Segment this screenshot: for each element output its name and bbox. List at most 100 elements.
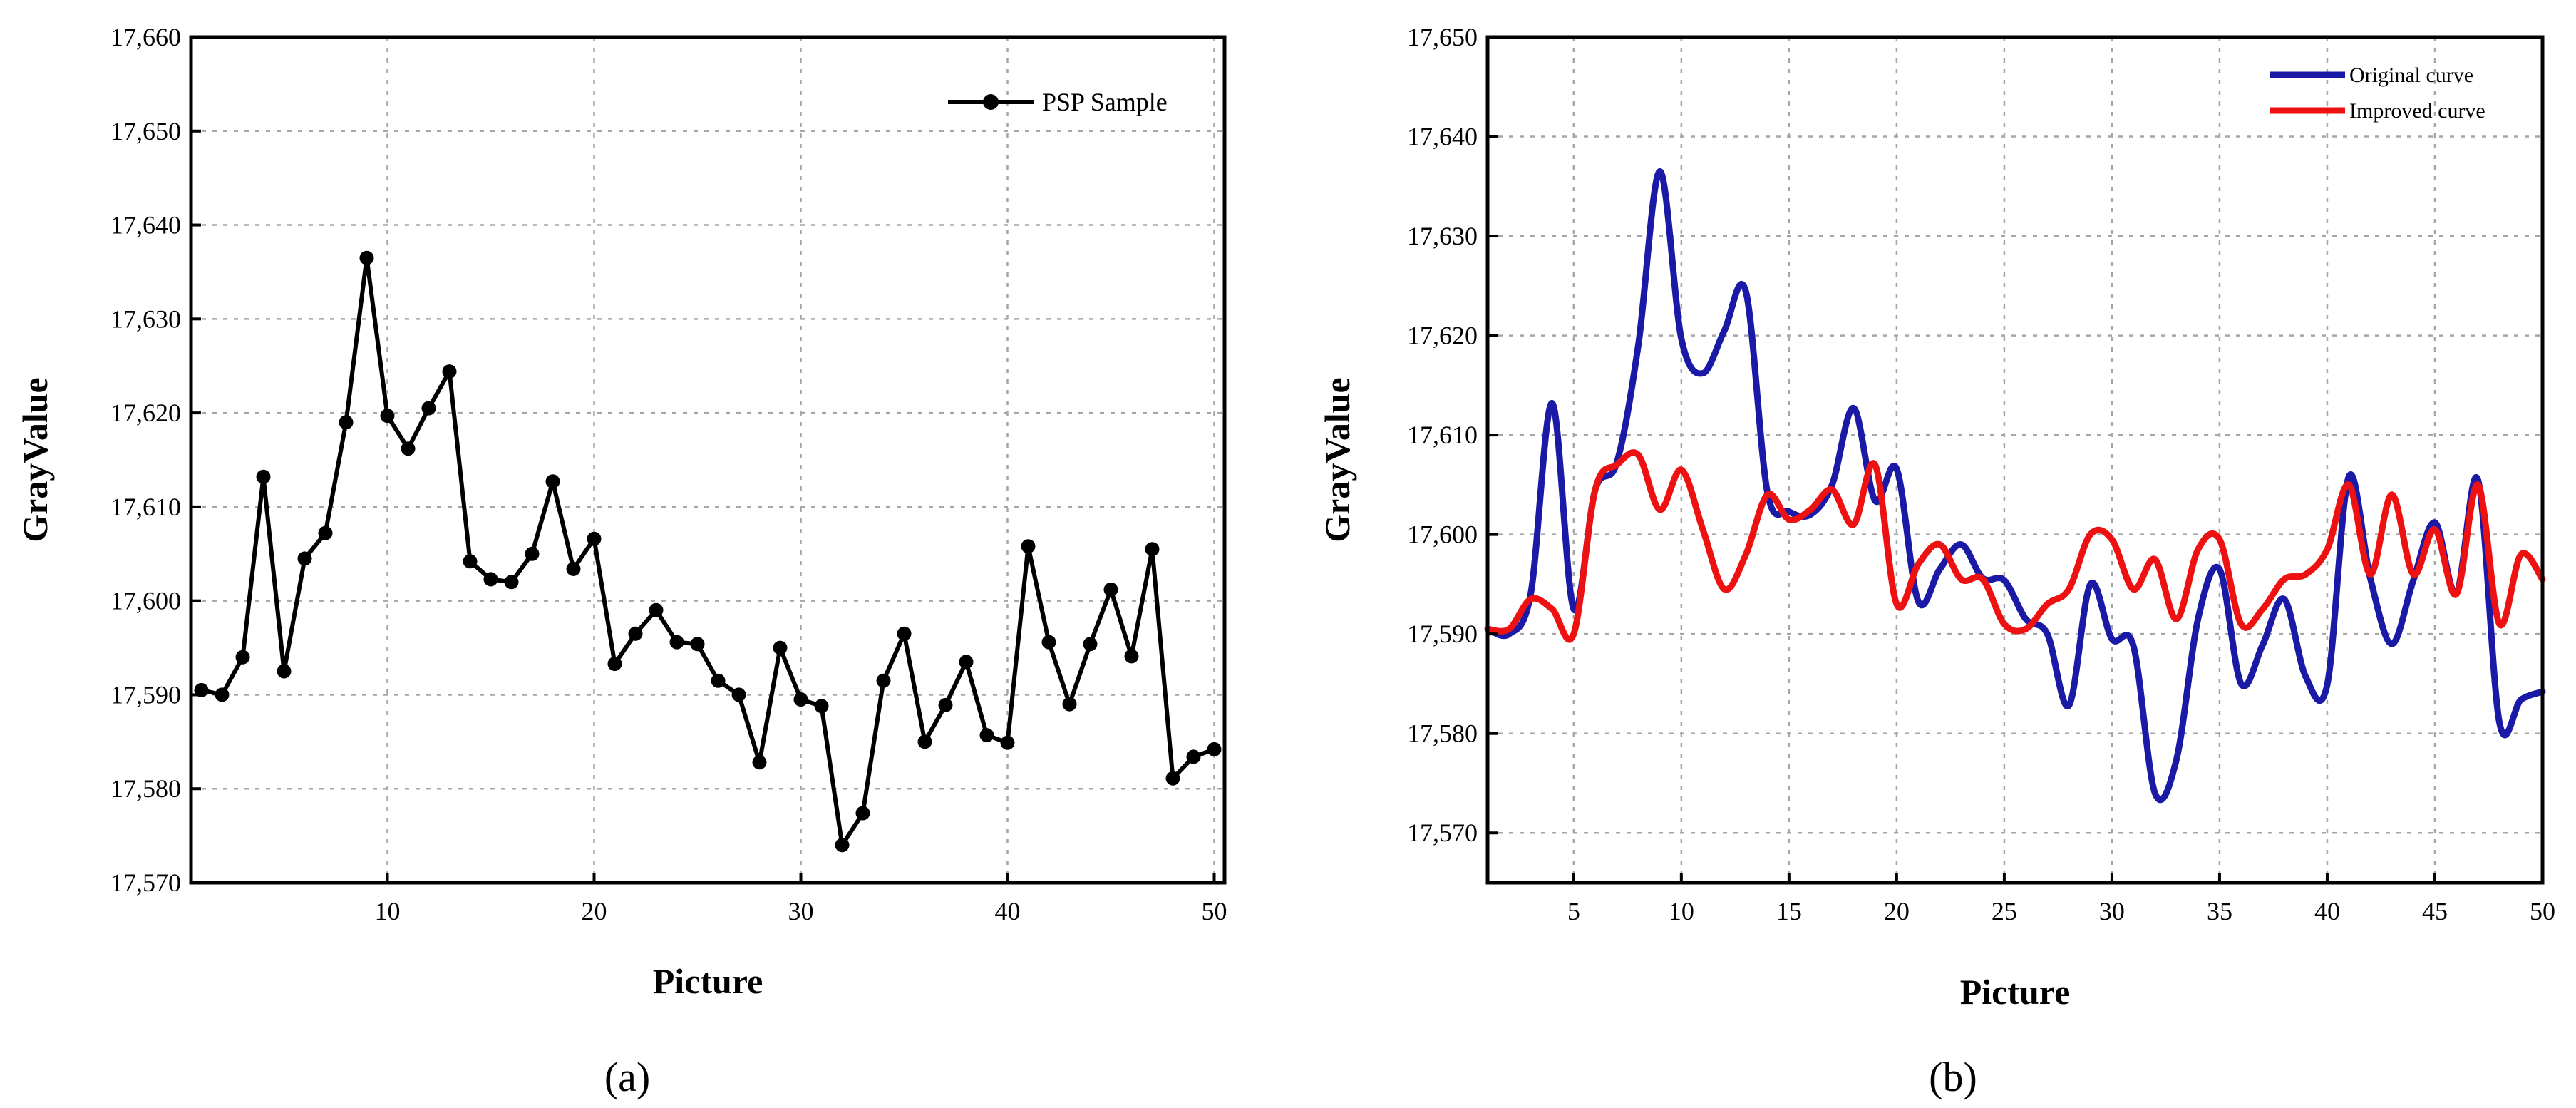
panel-a-data-point	[401, 441, 416, 456]
panel-a-x-tick-label: 40	[995, 897, 1021, 925]
panel-a: 17,570 17,580 17,590 17,600 17,610 17,620 17,6…	[15, 23, 1227, 1100]
legend-improved-curve-label: Improved curve	[2349, 99, 2485, 123]
panel-a-data-point	[1186, 749, 1201, 764]
panel-a-data-point	[979, 728, 994, 743]
panel-a-data-point	[814, 699, 829, 714]
panel-a-legend: PSP Sample	[948, 88, 1168, 116]
panel-a-data-point	[917, 734, 932, 749]
panel-a-data-point	[835, 838, 850, 853]
panel-b-x-tick-label: 40	[2314, 897, 2340, 925]
panel-b-series-original-curve-line	[1484, 168, 2546, 804]
panel-a-y-tick-label: 17,620	[110, 399, 181, 427]
panel-a-data-point	[1103, 582, 1118, 597]
panel-a-data-point	[628, 626, 643, 641]
panel-b-y-tick-label: 17,640	[1407, 123, 1478, 151]
panel-a-data-point	[504, 575, 519, 590]
panel-a-data-point	[587, 531, 602, 546]
panel-b-y-tick-label: 17,590	[1407, 620, 1478, 648]
panel-a-data-point	[1145, 542, 1160, 557]
panel-a-series-psp-sample-line	[200, 255, 1215, 848]
panel-a-data-point	[669, 635, 684, 650]
panel-b-y-tick-label: 17,610	[1407, 421, 1478, 449]
panel-b-x-tick-label: 10	[1669, 897, 1694, 925]
panel-a-grid	[191, 37, 1225, 883]
panel-a-data-point	[711, 673, 726, 688]
panel-b-legend: Original curve Improved curve	[2270, 63, 2485, 123]
panel-a-data-point	[959, 655, 974, 670]
panel-a-data-point	[318, 525, 333, 540]
panel-a-y-tick-label: 17,600	[110, 587, 181, 615]
panel-a-y-tick-label: 17,650	[110, 117, 181, 145]
panel-b-x-tick-label: 45	[2422, 897, 2448, 925]
panel-a-data-point	[752, 755, 767, 770]
panel-a-data-point	[1083, 637, 1098, 652]
legend-psp-sample-marker	[983, 94, 999, 110]
panel-a-data-point	[256, 469, 271, 484]
panel-a-data-point	[545, 474, 560, 489]
panel-a-x-tick-label: 10	[375, 897, 401, 925]
panel-a-y-tick-label: 17,630	[110, 304, 181, 333]
panel-a-data-point	[1124, 649, 1139, 664]
panel-a-data-point	[773, 640, 788, 655]
panel-a-data-point	[525, 546, 540, 561]
panel-a-y-tick-label: 17,590	[110, 680, 181, 709]
panel-a-data-point	[1207, 742, 1222, 756]
panel-b: 17,570 17,580 17,590 17,600 17,610 17,620 17,6…	[1317, 23, 2555, 1100]
panel-a-data-point	[215, 687, 230, 702]
panel-a-data-point	[380, 409, 395, 424]
panel-b-y-tick-label: 17,600	[1407, 520, 1478, 549]
panel-a-data-point	[339, 415, 354, 430]
panel-a-y-tick-label: 17,660	[110, 23, 181, 51]
panel-a-data-point	[855, 806, 870, 821]
legend-original-curve-label: Original curve	[2349, 63, 2473, 87]
panel-a-data-point	[897, 626, 912, 641]
panel-a-data-point	[876, 673, 891, 688]
panel-a-y-axis-title: GrayValue	[15, 377, 55, 543]
panel-a-data-point	[463, 554, 478, 569]
panel-a-data-point	[483, 572, 498, 587]
panel-b-label: (b)	[1929, 1054, 1977, 1100]
panel-a-data-point	[235, 650, 250, 665]
panel-b-y-tick-label: 17,630	[1407, 222, 1478, 250]
panel-a-data-point	[690, 637, 705, 652]
legend-psp-sample-label: PSP Sample	[1042, 88, 1168, 116]
panel-a-data-point	[421, 401, 436, 416]
panel-b-x-axis-title: Picture	[1960, 972, 2071, 1012]
panel-a-data-point	[277, 664, 292, 679]
panel-b-x-tick-label: 30	[2099, 897, 2125, 925]
panel-b-grid	[1488, 37, 2542, 883]
panel-b-x-tick-label: 20	[1884, 897, 1910, 925]
panel-b-plot-frame	[1485, 35, 2545, 885]
panel-a-data-point	[793, 692, 808, 707]
panel-a-data-point	[1021, 539, 1036, 554]
panel-b-y-axis: 17,570 17,580 17,590 17,600 17,610 17,620 17,6…	[1407, 23, 1498, 847]
panel-a-data-point	[649, 602, 664, 617]
panel-b-y-tick-label: 17,580	[1407, 719, 1478, 748]
panel-a-y-tick-label: 17,610	[110, 493, 181, 521]
panel-a-y-tick-label: 17,640	[110, 211, 181, 240]
panel-a-y-tick-label: 17,570	[110, 868, 181, 897]
panel-a-data-point	[566, 561, 581, 576]
panel-a-data-point	[297, 551, 312, 566]
panel-b-y-axis-title: GrayValue	[1317, 377, 1357, 543]
panel-b-x-tick-label: 15	[1776, 897, 1802, 925]
panel-b-y-tick-label: 17,570	[1407, 819, 1478, 847]
panel-a-label: (a)	[604, 1054, 650, 1100]
panel-a-x-tick-label: 30	[788, 897, 814, 925]
panel-a-series-group	[194, 250, 1222, 853]
panel-b-series-improved-curve-line	[1484, 449, 2546, 643]
panel-a-x-tick-label: 20	[582, 897, 607, 925]
panel-a-data-point	[607, 657, 622, 671]
panel-a-data-point	[1165, 771, 1180, 786]
panel-a-data-point	[938, 697, 953, 712]
panel-b-x-tick-label: 35	[2207, 897, 2232, 925]
panel-a-y-axis: 17,570 17,580 17,590 17,600 17,610 17,620 17,6…	[110, 23, 201, 897]
panel-a-data-point	[731, 687, 746, 702]
panel-a-data-point	[1062, 697, 1077, 712]
panel-b-y-tick-label: 17,620	[1407, 322, 1478, 350]
panel-b-x-tick-label: 50	[2530, 897, 2555, 925]
panel-a-x-axis: 10 20 30 40 50	[375, 873, 1227, 925]
panel-b-series-group	[1484, 168, 2546, 804]
panel-b-x-axis: 5 10 15 20 25 30 35 40 45 50	[1567, 873, 2555, 925]
